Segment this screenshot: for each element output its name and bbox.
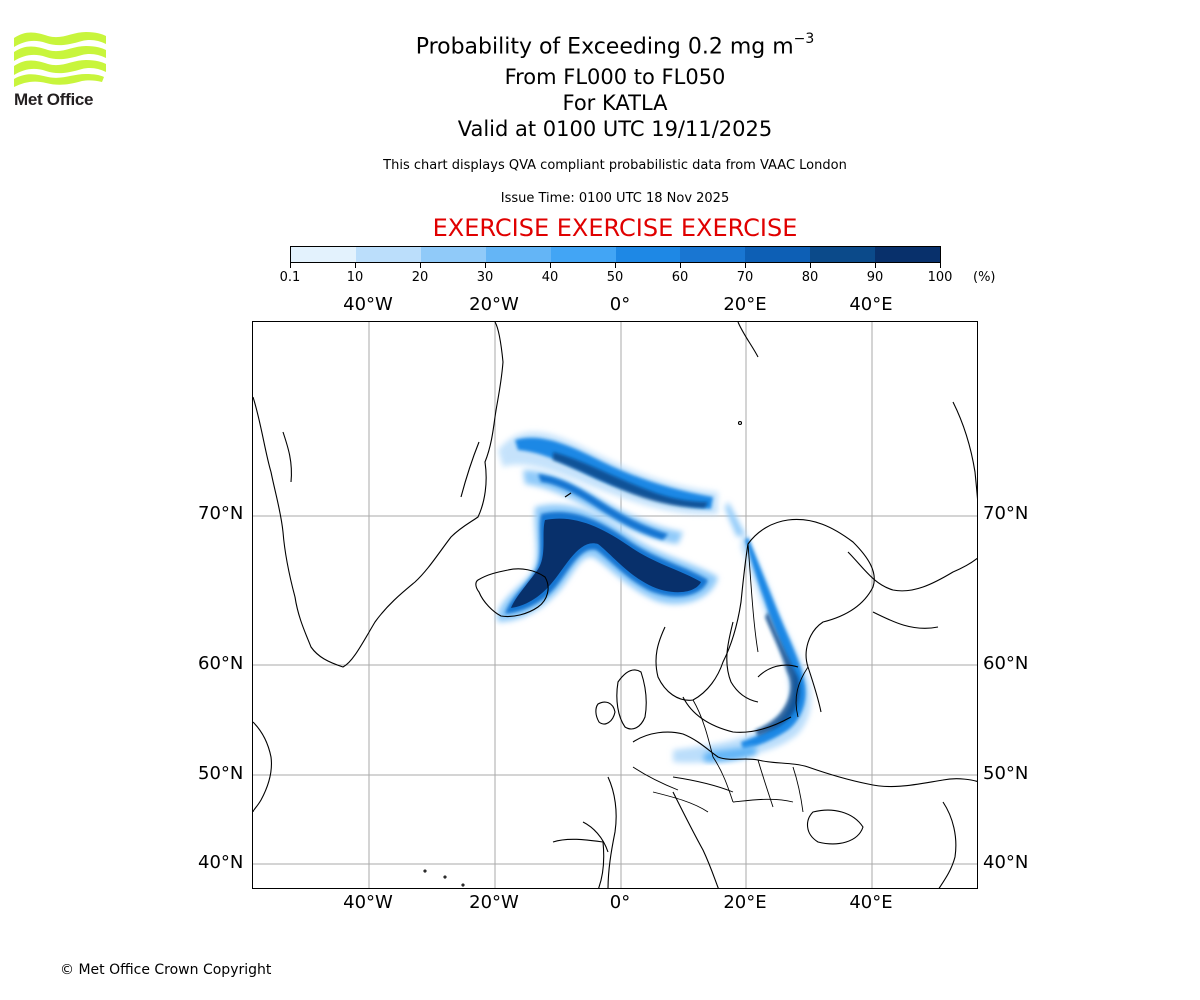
colorbar-tick-label: 100 xyxy=(927,270,953,285)
lat-label-left-60n: 60°N xyxy=(198,653,244,674)
colorbar-segment xyxy=(550,247,616,262)
colorbar-unit: (%) xyxy=(973,270,996,285)
map-panel[interactable] xyxy=(252,321,978,889)
colorbar-tick xyxy=(745,263,746,268)
lat-label-left-70n: 70°N xyxy=(198,503,244,524)
colorbar-segment xyxy=(291,247,356,262)
colorbar-segment xyxy=(875,247,941,262)
colorbar-segment xyxy=(355,247,421,262)
colorbar-tick-label: 20 xyxy=(411,270,429,285)
colorbar-tick-label: 70 xyxy=(736,270,754,285)
lon-label-bottom-40w: 40°W xyxy=(343,892,393,913)
met-office-logo-text: Met Office xyxy=(14,90,94,109)
chart-description: This chart displays QVA compliant probab… xyxy=(383,158,847,173)
colorbar-segment xyxy=(485,247,551,262)
coastlines xyxy=(253,322,977,888)
lon-label-bottom-40e: 40°E xyxy=(849,892,893,913)
lat-label-left-50n: 50°N xyxy=(198,763,244,784)
met-office-waves-icon xyxy=(14,32,106,87)
colorbar-tick-label: 60 xyxy=(671,270,689,285)
chart-title: Probability of Exceeding 0.2 mg m−3 xyxy=(0,28,1200,60)
map-canvas xyxy=(253,322,977,888)
colorbar-tick xyxy=(680,263,681,268)
lon-label-bottom-20e: 20°E xyxy=(723,892,767,913)
colorbar-segment xyxy=(680,247,746,262)
ash-probability-plume xyxy=(497,431,811,763)
lon-label-top-40e: 40°E xyxy=(849,294,893,315)
colorbar-segment xyxy=(420,247,486,262)
lon-label-top-40w: 40°W xyxy=(343,294,393,315)
colorbar-tick xyxy=(420,263,421,268)
colorbar-tick-label: 50 xyxy=(606,270,624,285)
lat-label-right-60n: 60°N xyxy=(983,653,1029,674)
volcano-name: For KATLA xyxy=(562,91,668,115)
colorbar-tick xyxy=(810,263,811,268)
colorbar-segment xyxy=(810,247,876,262)
lat-label-right-50n: 50°N xyxy=(983,763,1029,784)
chart-title-exponent: −3 xyxy=(793,31,815,47)
colorbar-tick-label: 10 xyxy=(346,270,364,285)
colorbar-tick xyxy=(875,263,876,268)
lon-label-top-20e: 20°E xyxy=(723,294,767,315)
chart-title-text: Probability of Exceeding 0.2 mg m xyxy=(415,34,794,60)
colorbar-tick xyxy=(615,263,616,268)
valid-time: Valid at 0100 UTC 19/11/2025 xyxy=(457,117,773,141)
lon-label-top-0: 0° xyxy=(609,294,631,315)
lat-label-right-70n: 70°N xyxy=(983,503,1029,524)
colorbar-tick-label: 80 xyxy=(801,270,819,285)
lon-label-top-20w: 20°W xyxy=(469,294,519,315)
lat-label-right-40n: 40°N xyxy=(983,852,1029,873)
colorbar-tick-label: 40 xyxy=(541,270,559,285)
colorbar-segment xyxy=(615,247,681,262)
colorbar-tick-label: 0.1 xyxy=(279,270,301,285)
colorbar-tick-label: 90 xyxy=(866,270,884,285)
flight-level-range: From FL000 to FL050 xyxy=(504,65,726,89)
issue-time: Issue Time: 0100 UTC 18 Nov 2025 xyxy=(500,191,730,206)
copyright-notice: © Met Office Crown Copyright xyxy=(60,962,272,978)
lat-label-left-40n: 40°N xyxy=(198,852,244,873)
colorbar-tick xyxy=(290,263,291,268)
country-borders xyxy=(632,543,809,813)
colorbar-tick-label: 30 xyxy=(476,270,494,285)
lon-label-bottom-0: 0° xyxy=(609,892,631,913)
colorbar-tick xyxy=(940,263,941,268)
colorbar-tick xyxy=(355,263,356,268)
colorbar-tick xyxy=(550,263,551,268)
colorbar xyxy=(290,246,941,263)
met-office-logo: Met Office xyxy=(14,30,109,112)
colorbar-tick xyxy=(485,263,486,268)
exercise-banner: EXERCISE EXERCISE EXERCISE xyxy=(432,214,798,242)
lon-label-bottom-20w: 20°W xyxy=(469,892,519,913)
colorbar-segment xyxy=(745,247,811,262)
